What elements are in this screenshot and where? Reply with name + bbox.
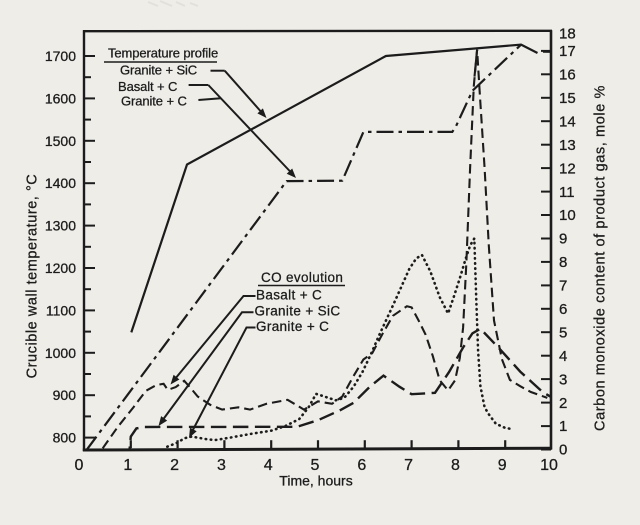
svg-text:1600: 1600: [45, 90, 76, 106]
svg-text:Granite + C: Granite + C: [256, 319, 329, 334]
svg-text:10: 10: [559, 207, 576, 224]
svg-text:6: 6: [559, 301, 567, 318]
svg-text:1300: 1300: [45, 218, 76, 234]
svg-text:Basalt + C: Basalt + C: [256, 288, 322, 303]
svg-text:1500: 1500: [45, 133, 76, 149]
svg-text:Basalt + C: Basalt + C: [118, 79, 177, 94]
svg-text:Crucible wall temperature, °C: Crucible wall temperature, °C: [25, 174, 41, 379]
svg-text:Granite + C: Granite + C: [121, 94, 187, 109]
svg-text:4: 4: [264, 457, 273, 474]
svg-text:Temperature profile: Temperature profile: [108, 46, 218, 61]
svg-text:15: 15: [559, 90, 576, 107]
svg-text:9: 9: [498, 457, 507, 474]
svg-text:7: 7: [404, 457, 413, 474]
svg-text:14: 14: [559, 113, 576, 130]
svg-text:18: 18: [559, 26, 576, 43]
svg-text:1: 1: [559, 418, 567, 435]
svg-text:0: 0: [75, 457, 84, 474]
svg-text:6: 6: [357, 457, 366, 474]
svg-text:0: 0: [559, 442, 567, 459]
svg-text:CO evolution: CO evolution: [261, 270, 343, 285]
svg-text:13: 13: [559, 137, 576, 154]
svg-text:Granite + SiC: Granite + SiC: [255, 304, 341, 319]
svg-text:16: 16: [559, 67, 576, 84]
svg-text:9: 9: [559, 231, 567, 248]
svg-text:10: 10: [540, 457, 558, 474]
svg-text:1000: 1000: [45, 345, 76, 361]
svg-text:5: 5: [559, 324, 567, 341]
svg-text:3: 3: [559, 371, 567, 388]
svg-text:800: 800: [53, 430, 77, 446]
svg-text:Time, hours: Time, hours: [279, 473, 352, 489]
svg-text:12: 12: [559, 160, 576, 177]
svg-text:Granite + SiC: Granite + SiC: [120, 63, 197, 78]
svg-text:3: 3: [217, 457, 226, 474]
svg-text:11: 11: [559, 184, 575, 201]
svg-text:1200: 1200: [45, 260, 76, 276]
svg-text:7: 7: [559, 278, 567, 295]
svg-text:900: 900: [53, 387, 77, 403]
svg-text:4: 4: [559, 348, 567, 365]
svg-text:5: 5: [311, 457, 320, 474]
svg-text:17: 17: [559, 43, 576, 60]
svg-text:1700: 1700: [45, 48, 76, 64]
svg-text:8: 8: [559, 254, 567, 271]
svg-text:1400: 1400: [45, 175, 76, 191]
svg-text:8: 8: [451, 457, 460, 474]
svg-text:Carbon monoxide content of pro: Carbon monoxide content of product gas, …: [593, 85, 609, 431]
svg-text:2: 2: [559, 395, 567, 412]
svg-text:2: 2: [170, 457, 179, 474]
svg-text:1100: 1100: [46, 302, 76, 318]
svg-text:1: 1: [123, 457, 132, 474]
